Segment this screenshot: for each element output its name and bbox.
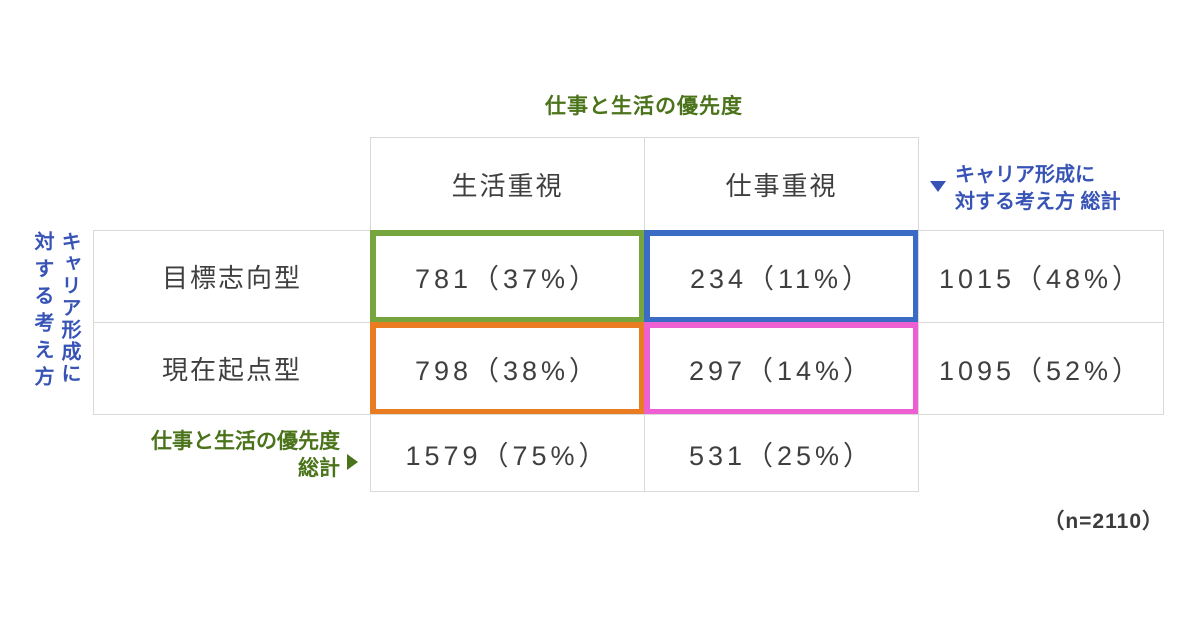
row-totals-label-text: キャリア形成に 対する考え方 総計 <box>955 162 1121 216</box>
cell-work-total: 531（25%） <box>644 414 919 492</box>
cell-goal-total: 1015（48%） <box>918 230 1164 323</box>
row-axis-title-line2: 対する考え方 <box>31 231 53 393</box>
column-totals-label-line1: 仕事と生活の優先度 <box>151 430 340 453</box>
column-header-work: 仕事重視 <box>644 137 919 231</box>
column-totals-label-line2: 総計 <box>298 457 340 481</box>
column-axis-title: 仕事と生活の優先度 <box>545 95 743 118</box>
cell-present-total: 1095（52%） <box>918 322 1164 415</box>
cell-goal-work: 234（11%） <box>644 230 919 323</box>
cell-life-total: 1579（75%） <box>370 414 645 492</box>
column-header-life: 生活重視 <box>370 137 645 231</box>
cell-goal-life: 781（37%） <box>370 230 645 323</box>
cell-present-life: 798（38%） <box>370 322 645 415</box>
triangle-right-icon <box>347 453 358 470</box>
row-totals-label-line2: 対する考え方 総計 <box>955 191 1121 213</box>
row-totals-label-line1: キャリア形成に <box>955 164 1095 186</box>
triangle-down-icon <box>930 181 946 192</box>
row-axis-title: キャリア形成に 対する考え方 <box>28 231 82 423</box>
column-totals-label-text: 仕事と生活の優先度 総計 <box>151 428 340 483</box>
row-header-goal-oriented: 目標志向型 <box>93 230 371 323</box>
column-totals-label: 仕事と生活の優先度 総計 <box>96 428 358 483</box>
row-totals-label: キャリア形成に 対する考え方 総計 <box>930 162 1121 216</box>
row-header-present-based: 現在起点型 <box>93 322 371 415</box>
row-axis-title-line1: キャリア形成に <box>58 231 80 385</box>
cell-present-work: 297（14%） <box>644 322 919 415</box>
sample-size-note: （n=2110） <box>1043 510 1164 533</box>
